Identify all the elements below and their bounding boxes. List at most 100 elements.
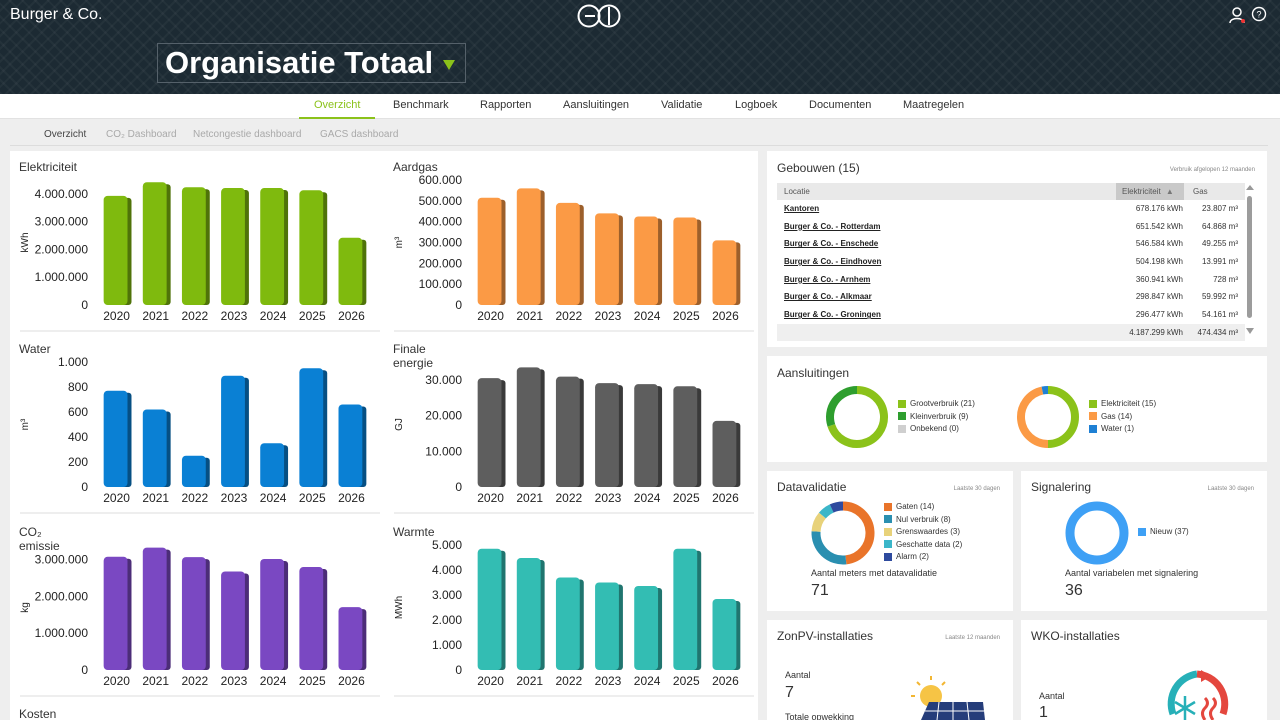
bar[interactable] xyxy=(477,548,506,670)
bar[interactable] xyxy=(673,386,702,487)
table-row[interactable]: Burger & Co. - Groningen 296.477 kWh 54.16… xyxy=(777,306,1245,324)
bar[interactable] xyxy=(595,582,623,671)
bar[interactable] xyxy=(555,376,584,487)
tab-maatregelen[interactable]: Maatregelen xyxy=(903,99,965,111)
bar[interactable] xyxy=(299,368,328,487)
bar[interactable] xyxy=(516,558,545,670)
tab-benchmark[interactable]: Benchmark xyxy=(393,99,449,111)
bar[interactable] xyxy=(555,202,584,305)
bar[interactable] xyxy=(103,195,132,305)
tab-overzicht[interactable]: Overzicht xyxy=(299,99,376,119)
legend-item[interactable]: Gaten (14) xyxy=(884,502,934,511)
bar[interactable] xyxy=(299,567,328,670)
bar[interactable] xyxy=(477,378,506,487)
bar[interactable] xyxy=(299,190,328,305)
row-locatie[interactable]: Burger & Co. - Arnhem xyxy=(784,274,871,284)
subtab-co2-dashboard[interactable]: CO₂ Dashboard xyxy=(106,129,177,140)
tab-rapporten[interactable]: Rapporten xyxy=(480,99,532,111)
bar[interactable] xyxy=(260,188,289,305)
row-locatie[interactable]: Burger & Co. - Enschede xyxy=(784,239,879,249)
bar[interactable] xyxy=(673,217,702,306)
bar[interactable] xyxy=(142,182,171,305)
bar[interactable] xyxy=(221,571,249,670)
subtab-netcongestie[interactable]: Netcongestie dashboard xyxy=(193,129,302,140)
bar[interactable] xyxy=(516,367,545,487)
donut-slice[interactable] xyxy=(1041,386,1049,395)
scrollbar[interactable] xyxy=(1245,185,1255,335)
help-icon[interactable]: ? xyxy=(1251,6,1267,22)
legend-item[interactable]: Onbekend (0) xyxy=(898,424,959,433)
row-locatie[interactable]: Burger & Co. - Groningen xyxy=(784,310,881,320)
bar[interactable] xyxy=(103,390,132,487)
legend-item[interactable]: Gas (14) xyxy=(1089,412,1132,421)
legend-item[interactable]: Grootverbruik (21) xyxy=(898,399,975,408)
donut-slice[interactable] xyxy=(818,504,834,519)
user-icon[interactable] xyxy=(1228,6,1246,24)
bar[interactable] xyxy=(338,237,367,305)
legend-item[interactable]: Grenswaardes (3) xyxy=(884,527,960,536)
bar[interactable] xyxy=(260,558,289,670)
bar[interactable] xyxy=(181,187,210,305)
donut-slice[interactable] xyxy=(1047,386,1079,448)
legend-item[interactable]: Elektriciteit (15) xyxy=(1089,399,1156,408)
col-elektriciteit[interactable]: Elektriciteit ▲ xyxy=(1116,183,1184,200)
bar-chart: 0 1.000 2.000 3.000 4.000 5.000 MWh 2020 2021 202… xyxy=(394,539,754,697)
subtab-overzicht[interactable]: Overzicht xyxy=(44,129,87,140)
bar[interactable] xyxy=(221,375,249,487)
donut-slice[interactable] xyxy=(811,531,847,565)
subtab-gacs[interactable]: GACS dashboard xyxy=(320,129,399,140)
donut-slice[interactable] xyxy=(811,512,827,533)
bar[interactable] xyxy=(712,240,741,305)
legend-item[interactable]: Geschatte data (2) xyxy=(884,540,962,549)
legend-item[interactable]: Nul verbruik (8) xyxy=(884,515,951,524)
row-locatie[interactable]: Burger & Co. - Alkmaar xyxy=(784,292,872,302)
bar[interactable] xyxy=(595,383,623,487)
bar[interactable] xyxy=(712,599,741,670)
legend-item[interactable]: Kleinverbruik (9) xyxy=(898,412,968,421)
donut-slice[interactable] xyxy=(827,386,888,448)
tab-logboek[interactable]: Logboek xyxy=(735,99,778,111)
row-locatie[interactable]: Kantoren xyxy=(784,204,820,213)
bar[interactable] xyxy=(516,188,545,305)
bar[interactable] xyxy=(555,577,584,671)
bar[interactable] xyxy=(142,547,171,670)
bar[interactable] xyxy=(477,197,506,305)
table-row[interactable]: Burger & Co. - Arnhem 360.941 kWh 728 m³ xyxy=(777,271,1245,289)
legend-item[interactable]: Water (1) xyxy=(1089,424,1134,433)
bar[interactable] xyxy=(634,586,663,670)
bar[interactable] xyxy=(142,409,171,488)
table-row[interactable]: Burger & Co. - Alkmaar 298.847 kWh 59.992 … xyxy=(777,288,1245,306)
bar[interactable] xyxy=(103,556,132,670)
bar[interactable] xyxy=(595,213,623,305)
col-locatie[interactable]: Locatie xyxy=(784,187,810,196)
bar[interactable] xyxy=(260,443,289,487)
bar[interactable] xyxy=(712,420,741,487)
bar[interactable] xyxy=(338,404,367,488)
tab-validatie[interactable]: Validatie xyxy=(661,99,703,111)
legend-item[interactable]: Nieuw (37) xyxy=(1138,527,1189,536)
bar[interactable] xyxy=(634,216,663,305)
row-locatie[interactable]: Burger & Co. - Eindhoven xyxy=(784,257,882,267)
tab-documenten[interactable]: Documenten xyxy=(809,99,872,111)
table-row[interactable]: Kantoren 678.176 kWh 23.807 m³ xyxy=(777,200,1245,218)
row-locatie[interactable]: Burger & Co. - Rotterdam xyxy=(784,221,881,231)
col-gas[interactable]: Gas xyxy=(1193,187,1208,196)
donut-slice[interactable] xyxy=(842,501,875,565)
donut-slice[interactable] xyxy=(826,386,858,427)
tab-aansluitingen[interactable]: Aansluitingen xyxy=(563,99,630,111)
donut-slice[interactable] xyxy=(1065,501,1129,565)
legend-item[interactable]: Alarm (2) xyxy=(884,552,929,561)
bar[interactable] xyxy=(181,557,210,670)
bar[interactable] xyxy=(634,384,663,487)
table-row[interactable]: Burger & Co. - Eindhoven 504.198 kWh 13.99… xyxy=(777,253,1245,271)
donut-slice[interactable] xyxy=(1017,386,1049,448)
bar[interactable] xyxy=(338,607,367,670)
bar[interactable] xyxy=(221,188,249,305)
organisation-selector[interactable]: Organisatie Totaal xyxy=(157,43,467,83)
donut-slice[interactable] xyxy=(829,501,844,513)
table-row[interactable]: Burger & Co. - Enschede 546.584 kWh 49.255… xyxy=(777,235,1245,253)
bar[interactable] xyxy=(181,455,210,487)
bar[interactable] xyxy=(673,548,702,670)
table-row[interactable]: Burger & Co. - Rotterdam 651.542 kWh 64.86… xyxy=(777,218,1245,236)
scrollbar-thumb[interactable] xyxy=(1247,196,1252,318)
